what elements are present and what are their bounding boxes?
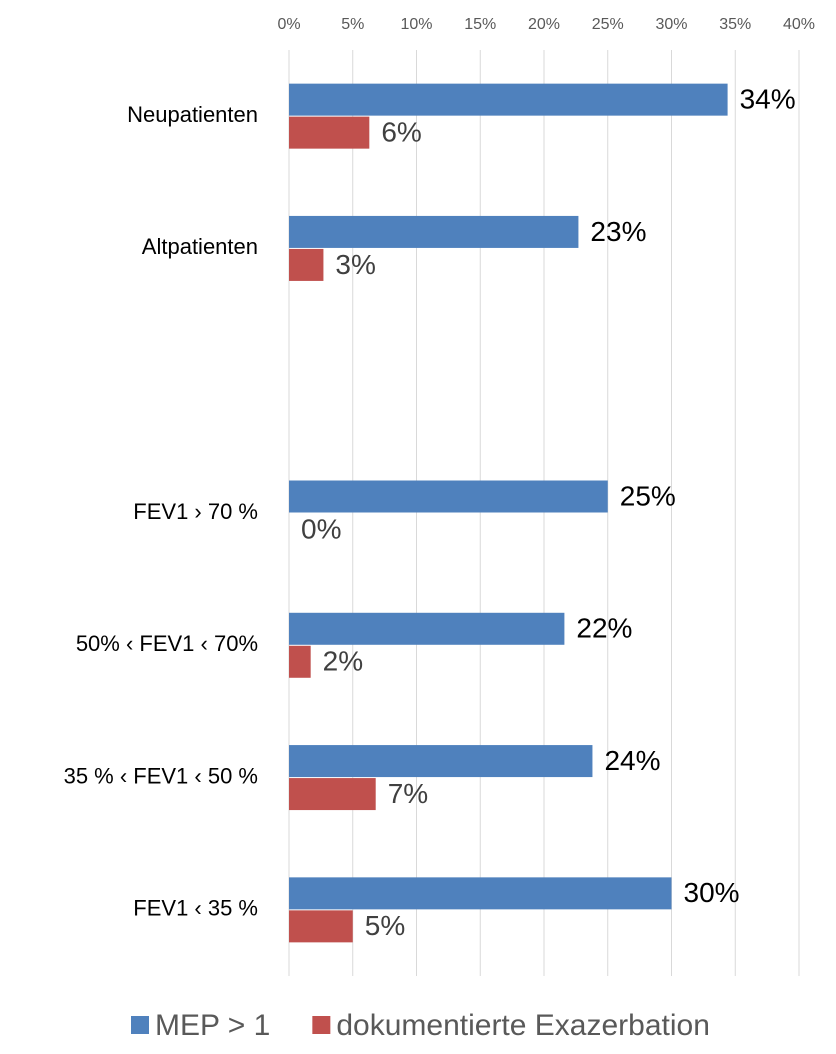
value-label: 5%	[365, 910, 405, 941]
x-tick-label: 20%	[528, 16, 560, 33]
bar	[289, 645, 311, 678]
x-tick-label: 15%	[464, 16, 496, 33]
x-tick-label: 0%	[277, 16, 300, 33]
category-label: 35 % ‹ FEV1 ‹ 50 %	[64, 763, 258, 788]
category-label: Neupatienten	[127, 102, 258, 127]
value-label: 34%	[740, 84, 796, 115]
x-tick-label: 40%	[783, 16, 815, 33]
value-label: 0%	[301, 513, 341, 544]
legend-label: dokumentierte Exazerbation	[336, 1009, 710, 1042]
bar	[289, 910, 353, 943]
bar	[289, 215, 579, 248]
value-label: 6%	[381, 117, 421, 148]
legend-swatch	[131, 1016, 149, 1034]
x-tick-label: 25%	[592, 16, 624, 33]
value-label: 7%	[388, 778, 428, 809]
bar	[289, 877, 672, 910]
category-label: FEV1 ‹ 35 %	[133, 896, 258, 921]
value-label: 3%	[335, 249, 375, 280]
bar	[289, 612, 565, 645]
value-label: 25%	[620, 480, 676, 511]
x-tick-label: 5%	[341, 16, 364, 33]
x-tick-label: 30%	[655, 16, 687, 33]
category-label: FEV1 › 70 %	[133, 499, 258, 524]
value-label: 24%	[604, 745, 660, 776]
bar	[289, 778, 376, 811]
bar	[289, 83, 728, 116]
value-label: 23%	[590, 216, 646, 247]
legend-label: MEP > 1	[155, 1009, 270, 1042]
bar	[289, 745, 593, 778]
legend-swatch	[312, 1016, 331, 1034]
bar	[289, 248, 324, 281]
x-tick-label: 35%	[719, 16, 751, 33]
value-label: 22%	[576, 613, 632, 644]
value-label: 30%	[684, 877, 740, 908]
bar	[289, 480, 608, 513]
category-label: Altpatienten	[142, 234, 258, 259]
value-label: 2%	[323, 646, 363, 677]
x-tick-label: 10%	[400, 16, 432, 33]
category-label: 50% ‹ FEV1 ‹ 70%	[76, 631, 258, 656]
bar	[289, 116, 370, 149]
